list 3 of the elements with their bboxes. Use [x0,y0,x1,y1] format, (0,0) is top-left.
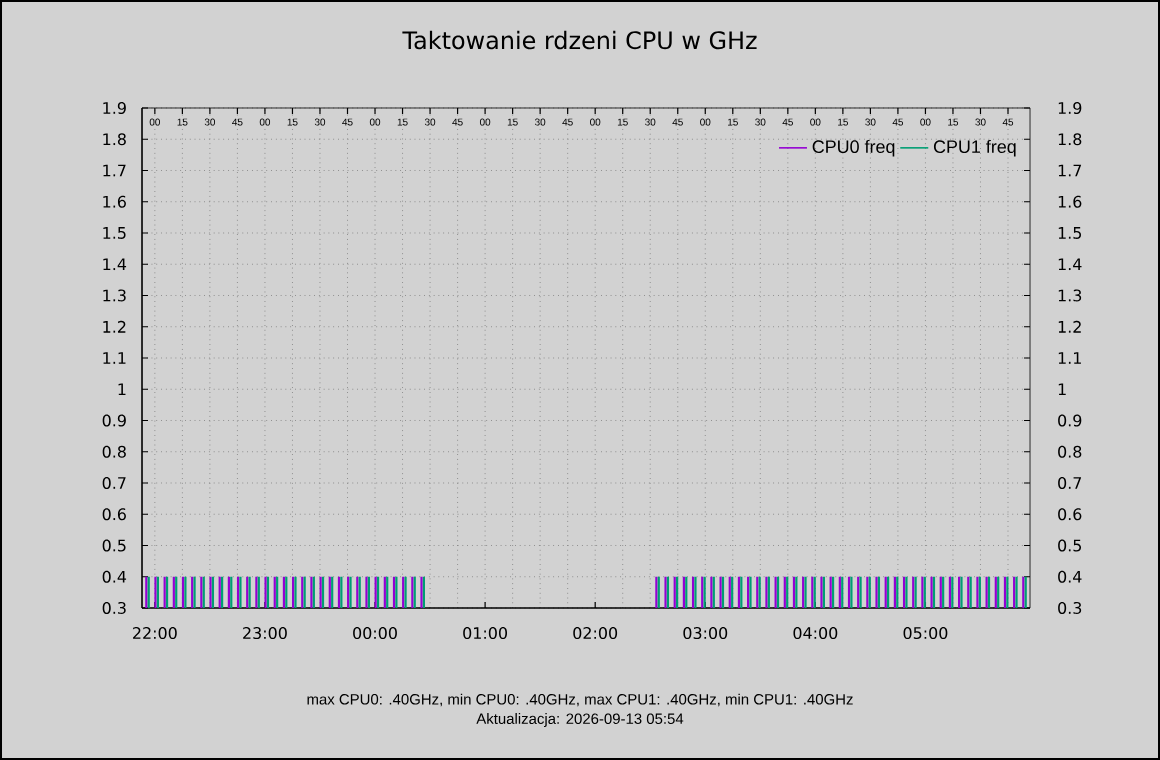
legend-label: CPU1 freq [933,139,1016,157]
legend-label: CPU0 freq [812,139,895,157]
chart-title: Taktowanie rdzeni CPU w GHz [402,30,757,50]
